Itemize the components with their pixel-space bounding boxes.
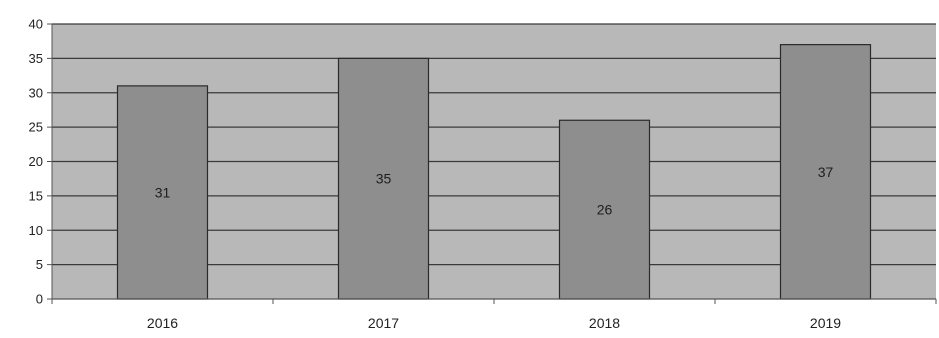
bar-2016 [116, 85, 209, 300]
bars [116, 44, 872, 300]
y-tick-label: 20 [29, 154, 43, 169]
bar-2019 [779, 44, 872, 300]
x-tick-label: 2018 [589, 315, 620, 331]
y-tick-label: 0 [36, 292, 43, 307]
x-tick-label: 2016 [147, 315, 178, 331]
y-tick-label: 25 [29, 120, 43, 135]
bar-2018 [558, 119, 651, 300]
y-tick-label: 40 [29, 17, 43, 32]
x-tick-label: 2019 [810, 315, 841, 331]
y-tick-label: 30 [29, 85, 43, 100]
bar-data-labels: 31 35 26 37 [155, 164, 834, 218]
y-tick-label: 15 [29, 188, 43, 203]
x-axis: 2016 2017 2018 2019 [51, 298, 937, 331]
y-tick-label: 10 [29, 223, 43, 238]
bar-data-label: 26 [597, 202, 613, 218]
bar-data-label: 37 [818, 164, 834, 180]
y-tick-label: 5 [36, 257, 43, 272]
bar-data-label: 31 [155, 184, 171, 200]
y-axis: 0 5 10 15 20 25 30 35 40 [29, 17, 53, 307]
y-tick-label: 35 [29, 51, 43, 66]
bar-data-label: 35 [376, 171, 392, 187]
bar-2017 [337, 57, 430, 300]
x-tick-label: 2017 [368, 315, 399, 331]
